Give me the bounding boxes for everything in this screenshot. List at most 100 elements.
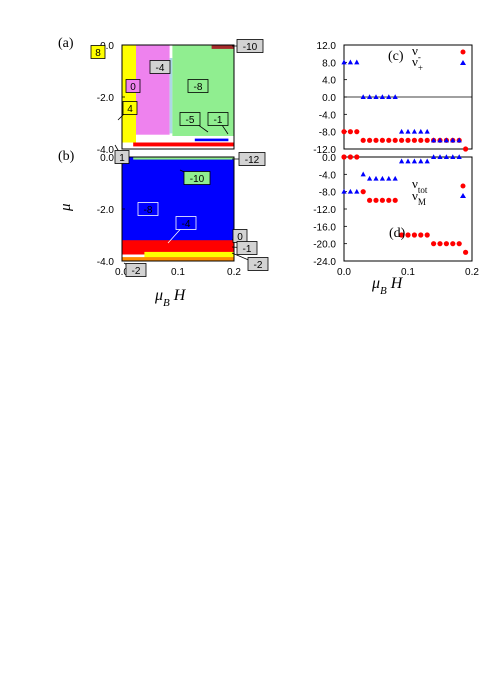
c-point-series0	[392, 137, 398, 143]
b-ytick-label: 0.0	[100, 153, 114, 164]
c-point-series1	[360, 94, 366, 99]
b-callout-box	[247, 257, 269, 271]
d-point-series0	[392, 197, 398, 203]
d-point-series1	[443, 154, 449, 159]
panel-d: 0.0 -4.0 -8.0 -12.0 -16.0 -20.0 -24.0 0.0 0.1 0.…	[313, 153, 479, 297]
a-region-1	[136, 45, 170, 135]
a-region-2	[169, 58, 173, 134]
d-point-series1	[360, 171, 366, 177]
a-callout-box	[122, 101, 138, 115]
d-point-series0	[463, 249, 469, 255]
d-point-series1	[437, 154, 443, 159]
c-point-series1	[341, 59, 347, 65]
d-point-series0	[456, 241, 462, 247]
d-point-series0	[360, 189, 366, 195]
legend-nu-plus-marker	[460, 60, 466, 65]
legend-nu-minus: ν-	[412, 43, 421, 62]
d-ytick-label: -16.0	[313, 222, 336, 233]
a-callout-label: -5	[186, 115, 195, 126]
b-region-4	[122, 257, 234, 261]
a-callout-label: -8	[194, 82, 203, 93]
c-ytick-label: 0.0	[322, 93, 336, 104]
d-point-series1	[450, 154, 456, 159]
d-point-series0	[354, 154, 360, 160]
a-ytick-label: -4.0	[97, 145, 115, 156]
d-point-series0	[443, 241, 449, 247]
c-point-series1	[373, 94, 379, 99]
b-callout-box	[236, 241, 258, 255]
panel-c: 12.0 8.0 4.0 0.0 -4.0 -8.0 -12.0 (c) ν- ν+	[313, 41, 473, 156]
d-point-series0	[424, 232, 430, 238]
d-point-series0	[411, 232, 417, 238]
a-callout-box	[149, 60, 171, 74]
c-point-series0	[373, 137, 379, 143]
d-ytick-label: -8.0	[319, 188, 337, 199]
c-ytick-label: -8.0	[319, 128, 337, 139]
b-callout-label: 1	[119, 153, 125, 164]
c-point-series0	[405, 137, 411, 143]
b-xtick-label: 0.0	[115, 267, 129, 278]
d-point-series0	[367, 197, 373, 203]
a-callout-label: -10	[243, 42, 258, 53]
b-callout-label: -1	[243, 244, 252, 255]
b-callout-box	[125, 263, 147, 277]
d-point-series1	[379, 175, 385, 181]
d-point-series1	[341, 188, 347, 194]
c-point-series0	[354, 129, 360, 135]
b-callout-box	[238, 152, 266, 166]
d-point-series1	[367, 175, 373, 181]
b-ytick-label: -2.0	[97, 205, 115, 216]
d-point-series0	[399, 232, 405, 238]
a-region-6	[133, 142, 234, 147]
b-callout-box	[175, 216, 197, 230]
b-callout-label: 0	[237, 232, 243, 243]
b-region-1	[133, 157, 234, 160]
d-point-series0	[431, 241, 437, 247]
a-callout-box	[125, 79, 141, 93]
a-callout-box	[187, 79, 209, 93]
d-point-series1	[347, 188, 353, 194]
b-callout-label: -2	[254, 260, 263, 271]
b-callout-box	[183, 171, 211, 185]
b-region-2	[122, 240, 234, 255]
c-point-series0	[379, 137, 385, 143]
a-callout-label: 8	[95, 48, 101, 59]
b-callout-label: -10	[190, 174, 205, 185]
b-y-axis-label: μ	[58, 203, 74, 212]
c-point-series1	[424, 128, 430, 134]
b-region-3	[144, 251, 234, 260]
c-point-series0	[386, 137, 392, 143]
b-xtick-label: 0.2	[227, 267, 241, 278]
d-ytick-label: -24.0	[313, 257, 336, 268]
panel-b: (b) 0.0 -2.0 -4.0 0.0 0.1 0.2 1 -12 -10 -8 -4 0-1…	[58, 144, 269, 309]
a-region-5	[194, 138, 229, 142]
b-callout-box	[137, 202, 159, 216]
d-point-series1	[431, 154, 437, 159]
d-xtick-label: 0.1	[401, 267, 415, 278]
d-ytick-label: -20.0	[313, 240, 336, 251]
c-point-series1	[443, 137, 449, 143]
legend-nu-minus-marker	[460, 49, 466, 55]
b-xtick-label: 0.1	[171, 267, 185, 278]
a-callout-box	[179, 112, 201, 126]
d-point-series0	[341, 154, 347, 160]
c-point-series0	[367, 137, 373, 143]
a-callout-box	[90, 45, 106, 59]
d-point-series1	[392, 175, 398, 181]
d-ytick-label: 0.0	[322, 153, 336, 164]
a-callout-box	[207, 112, 229, 126]
d-xtick-label: 0.0	[337, 267, 351, 278]
c-ytick-label: -12.0	[313, 145, 336, 156]
c-point-series1	[418, 128, 424, 134]
d-point-series0	[437, 241, 443, 247]
c-point-series1	[411, 128, 417, 134]
c-point-series1	[437, 137, 443, 143]
c-point-series1	[399, 128, 405, 134]
a-callout-label: -1	[214, 115, 223, 126]
legend-nu-m-marker	[460, 193, 466, 198]
c-ytick-label: 8.0	[322, 58, 336, 69]
d-point-series1	[411, 158, 417, 164]
c-ytick-label: -4.0	[319, 110, 337, 121]
c-point-series1	[367, 94, 373, 99]
a-callout-label: 4	[127, 104, 133, 115]
